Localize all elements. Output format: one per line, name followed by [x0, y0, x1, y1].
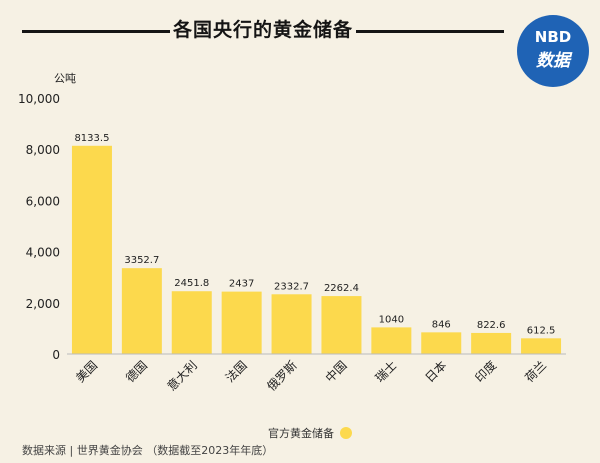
y-tick-label: 8,000	[26, 143, 60, 157]
nbd-logo: NBD 数据	[517, 15, 589, 87]
bar-1	[121, 268, 162, 354]
bar-value-label: 1040	[379, 314, 404, 325]
bar-4	[271, 294, 312, 354]
x-tick-label: 意大利	[164, 358, 200, 394]
source-note: 数据来源 | 世界黄金协会 （数据截至2023年年底）	[22, 444, 274, 457]
logo-text-nbd: NBD	[534, 28, 572, 46]
x-tick-label: 荷兰	[522, 358, 549, 385]
legend-label: 官方黄金储备	[268, 427, 334, 440]
x-tick-label: 美国	[73, 358, 100, 385]
x-tick-label: 中国	[322, 358, 350, 386]
bar-value-label: 846	[432, 319, 451, 330]
bar-value-label: 822.6	[477, 320, 506, 331]
bar-8	[471, 332, 512, 354]
x-tick-label: 德国	[122, 358, 150, 386]
bar-value-label: 2451.8	[174, 278, 209, 289]
x-tick-label: 法国	[223, 358, 250, 385]
bar-value-label: 3352.7	[124, 255, 159, 266]
title-rule-left	[22, 30, 170, 33]
bar-2	[171, 291, 212, 354]
y-tick-label: 0	[52, 348, 60, 362]
x-tick-label: 日本	[422, 358, 449, 385]
y-tick-label: 4,000	[26, 246, 60, 260]
bar-0	[71, 145, 112, 354]
chart-title: 各国央行的黄金储备	[172, 19, 353, 41]
bar-value-label: 2332.7	[274, 281, 309, 292]
y-tick-label: 2,000	[26, 297, 60, 311]
y-tick-label: 10,000	[18, 92, 60, 106]
x-tick-label: 俄罗斯	[264, 358, 299, 393]
bar-value-label: 8133.5	[74, 133, 109, 144]
bar-6	[371, 327, 412, 354]
legend-swatch	[340, 427, 352, 439]
bar-5	[321, 296, 362, 354]
bar-value-label: 612.5	[527, 325, 556, 336]
bar-7	[421, 332, 462, 354]
y-axis-unit-label: 公吨	[54, 72, 76, 85]
y-tick-label: 6,000	[26, 194, 60, 208]
bar-9	[521, 338, 562, 354]
x-tick-label: 印度	[472, 358, 500, 386]
bar-value-label: 2262.4	[324, 283, 359, 294]
bar-value-label: 2437	[229, 279, 254, 290]
x-tick-label: 瑞士	[373, 358, 400, 385]
logo-text-data: 数据	[536, 51, 570, 71]
bar-3	[221, 291, 262, 354]
title-rule-right	[356, 30, 504, 33]
